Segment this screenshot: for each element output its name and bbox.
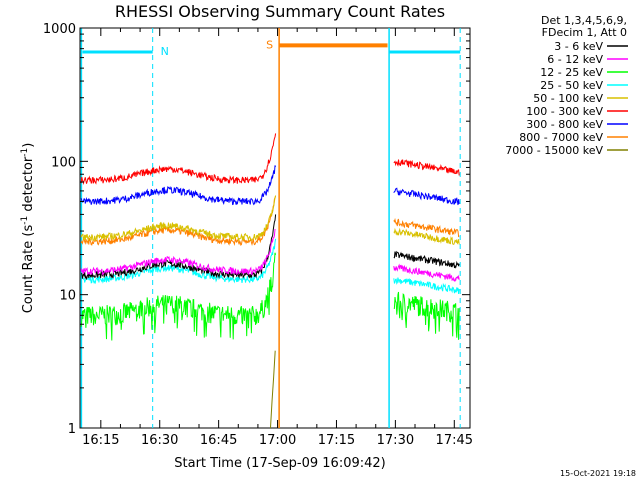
x-tick-label: 17:45: [436, 433, 473, 448]
y-tick-label: 1: [68, 422, 76, 437]
timestamp: 15-Oct-2021 19:18: [560, 469, 636, 478]
legend-entry-label: 100 - 300 keV: [526, 105, 603, 118]
series-line-6to12keV: [80, 228, 460, 282]
series-line-100to300keV: [80, 133, 460, 185]
legend-entry-label: 300 - 800 keV: [526, 118, 603, 131]
plot-border: [79, 27, 471, 429]
y-axis-label: Count Rate (s-1 detector-1): [20, 143, 36, 314]
night-flag-label: N: [161, 45, 169, 58]
legend-entry-label: 50 - 100 keV: [533, 92, 603, 105]
legend-entry-label: 12 - 25 keV: [540, 66, 603, 79]
legend-entry-label: 6 - 12 keV: [547, 53, 603, 66]
x-tick-label: 17:00: [259, 433, 296, 448]
x-tick-label: 17:15: [318, 433, 355, 448]
legend-entry-label: 800 - 7000 keV: [519, 131, 603, 144]
axis-ticks: 16:15 16:30 16:45 17:00 17:15 17:30 17:45 1 10 10…: [43, 22, 473, 448]
legend-entry-label: 3 - 6 keV: [554, 40, 603, 53]
x-axis-label: Start Time (17-Sep-09 16:09:42): [174, 456, 385, 471]
saa-flag-label: S: [266, 38, 273, 51]
y-tick-label: 10: [59, 289, 76, 304]
series-line-7000to15000keV: [269, 350, 276, 429]
legend-entry-label: 7000 - 15000 keV: [505, 144, 603, 157]
plot-frame: [79, 27, 471, 429]
x-tick-label: 16:45: [200, 433, 237, 448]
legend: Det 1,3,4,5,6,9,FDecim 1, Att 03 - 6 keV…: [505, 14, 628, 157]
x-tick-label: 16:30: [141, 433, 178, 448]
series-line-50to100keV: [80, 195, 460, 245]
series-line-12to25keV: [80, 252, 460, 341]
chart-title: RHESSI Observing Summary Count Rates: [115, 2, 445, 21]
legend-header: FDecim 1, Att 0: [542, 26, 627, 39]
series-line-800to7000keV: [80, 196, 460, 247]
legend-entry-label: 25 - 50 keV: [540, 79, 603, 92]
y-tick-label: 100: [51, 155, 76, 170]
series-group: [80, 133, 460, 429]
x-tick-label: 16:15: [82, 433, 119, 448]
legend-header: Det 1,3,4,5,6,9,: [541, 14, 627, 27]
x-tick-label: 17:30: [377, 433, 414, 448]
orbit-flags: NS: [80, 28, 461, 428]
y-tick-label: 1000: [43, 22, 76, 37]
series-line-300to800keV: [80, 165, 460, 206]
